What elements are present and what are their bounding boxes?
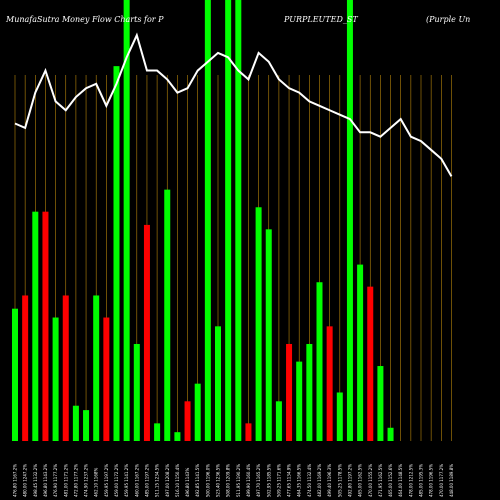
money-flow-bar: [72, 405, 79, 441]
x-tick-label: 499.90 1160.4%: [246, 464, 251, 497]
x-tick-label: 462.10 1168%: [94, 468, 99, 497]
x-tick-label: 485.00 1195.3%: [419, 464, 424, 497]
money-flow-bar: [83, 410, 90, 441]
x-tick-label: 505.25 1178.5%: [337, 464, 342, 497]
x-tick-label: 465.00 1152.6%: [388, 464, 393, 497]
x-tick-label: 464.00 1148.5%: [398, 464, 403, 497]
x-tick-label: 474.90 1237.2%: [84, 464, 89, 497]
x-tick-label: 459.95 1141.2%: [124, 464, 129, 497]
x-tick-label: 477.65 1134.9%: [287, 464, 292, 497]
money-flow-bar: [286, 343, 293, 441]
money-flow-bar: [113, 66, 120, 442]
money-flow-bar: [194, 383, 201, 441]
x-tick-label: 471.95 1162.5%: [378, 464, 383, 497]
money-flow-bar: [215, 326, 221, 441]
money-flow-bar: [306, 343, 313, 441]
x-tick-label: 478.00 1212.5%: [408, 464, 413, 497]
money-flow-bar: [387, 427, 394, 441]
x-tick-label: 497.00 1208.2%: [165, 464, 170, 497]
x-tick-label: 448.00 1189.8%: [449, 464, 454, 497]
x-tick-label: 497.70 1165.2%: [256, 464, 261, 497]
money-flow-bar: [32, 211, 39, 441]
x-tick-label: 508.00 1209.8%: [226, 464, 231, 497]
x-tick-label: 459.00 1172.2%: [114, 464, 119, 497]
x-tick-label: 476.80 1167.2%: [13, 464, 18, 497]
money-flow-bar: [22, 295, 29, 441]
x-tick-label: 516.10 1150.4%: [175, 464, 180, 497]
x-tick-label: 481.00 1171.2%: [63, 464, 68, 497]
money-flow-bar: [52, 317, 59, 441]
x-tick-label: 496.80 1143.2%: [43, 464, 48, 497]
x-tick-label: 459.95 1197.2%: [104, 464, 109, 497]
chart-title-right: (Purple Un: [426, 15, 470, 24]
x-tick-label: 482.00 1169.2%: [317, 464, 322, 497]
x-tick-label: 492.85 1141.5%: [195, 464, 200, 497]
money-flow-bar: [42, 211, 49, 441]
x-tick-label: 465.00 1162.5%: [358, 464, 363, 497]
x-tick-label: 523.40 1236.5%: [216, 464, 221, 497]
money-flow-bar: [103, 317, 110, 441]
x-tick-labels: 476.80 1167.2% 480.00 1247.2% 498.45 1132.…: [13, 464, 454, 497]
money-flow-bar: [62, 295, 69, 441]
x-tick-label: 498.45 1132.2%: [33, 464, 38, 497]
money-flow-bar: [265, 229, 272, 441]
x-tick-label: 470.00 1155.2%: [368, 464, 373, 497]
x-tick-label: 480.00 1247.2%: [23, 464, 28, 497]
money-flow-bar: [204, 0, 211, 441]
x-tick-label: 511.15 1234.5%: [155, 464, 160, 497]
x-tick-label: 496.80 1143%: [185, 468, 190, 497]
chart-title-left: MunafaSutra Money Flow Charts for P: [5, 15, 164, 24]
x-tick-label: 502.95 1185.5%: [266, 464, 271, 497]
money-flow-bar: [133, 343, 140, 441]
money-flow-line: [14, 32, 453, 177]
money-flow-bar: [93, 295, 100, 441]
x-tick-label: 476.90 1177.2%: [53, 464, 58, 497]
x-tick-label: 464.35 1166.5%: [297, 464, 302, 497]
bars-group: [12, 0, 394, 442]
money-flow-bar: [255, 207, 262, 441]
money-flow-bar: [296, 361, 303, 441]
money-flow-bar: [275, 401, 282, 441]
money-flow-bar: [316, 282, 323, 441]
x-tick-label: 472.80 1177.2%: [73, 464, 78, 497]
x-tick-label: 478.00 1196.5%: [429, 464, 434, 497]
money-flow-bar: [235, 0, 242, 441]
money-flow-bar: [184, 401, 191, 441]
money-flow-bar: [164, 189, 171, 441]
x-tick-label: 492.80 1197.2%: [347, 464, 352, 497]
money-flow-bar: [123, 0, 130, 441]
x-tick-label: 485.00 1197.2%: [144, 464, 149, 497]
x-tick-label: 474.50 1132.4%: [307, 464, 312, 497]
x-tick-label: 460.00 1167.2%: [134, 464, 139, 497]
money-flow-bar: [357, 264, 364, 441]
money-flow-bar: [377, 366, 384, 441]
money-flow-bar: [326, 326, 333, 441]
x-tick-label: 500.00 1196.0%: [205, 464, 210, 497]
x-tick-label: 470.00 1177.2%: [439, 464, 444, 497]
money-flow-bar: [367, 286, 374, 441]
x-tick-label: 511.95 1190.2%: [236, 464, 241, 497]
money-flow-bar: [336, 392, 343, 441]
x-tick-label: 509.25 1171.6%: [276, 464, 281, 497]
chart-title-symbol: PURPLEUTED_ST: [283, 15, 358, 24]
money-flow-bar: [174, 432, 181, 441]
money-flow-bar: [154, 423, 161, 441]
x-tick-label: 499.40 1196.3%: [327, 464, 332, 497]
money-flow-bar: [245, 423, 252, 441]
money-flow-bar: [225, 0, 232, 441]
money-flow-bar: [346, 0, 353, 441]
money-flow-bar: [12, 308, 18, 441]
money-flow-bar: [143, 224, 150, 441]
